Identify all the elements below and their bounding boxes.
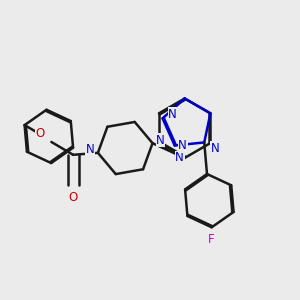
Text: N: N: [211, 142, 220, 154]
Text: N: N: [178, 139, 187, 152]
Text: N: N: [156, 134, 165, 147]
Text: F: F: [208, 233, 215, 246]
Text: O: O: [36, 127, 45, 140]
Text: N: N: [85, 143, 94, 156]
Text: O: O: [68, 191, 78, 204]
Text: N: N: [168, 108, 177, 121]
Text: N: N: [175, 152, 184, 164]
